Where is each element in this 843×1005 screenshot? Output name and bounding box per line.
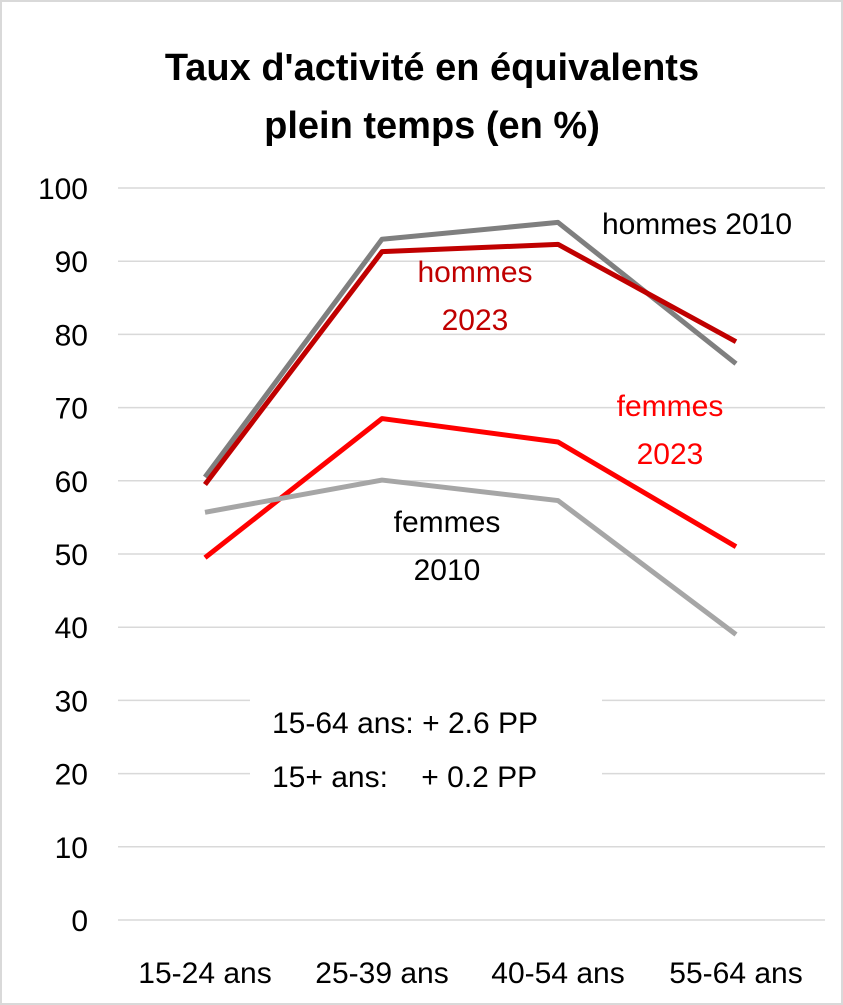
series-label: hommes 2010 bbox=[602, 208, 792, 241]
chart-title: Taux d'activité en équivalents plein temp… bbox=[165, 47, 699, 147]
y-tick-label: 70 bbox=[55, 393, 88, 426]
y-tick-label: 10 bbox=[55, 832, 88, 865]
y-tick-label: 100 bbox=[38, 173, 88, 206]
annotation-box bbox=[250, 690, 602, 812]
y-tick-label: 0 bbox=[71, 905, 88, 938]
annotation: 15-64 ans: + 2.6 PP bbox=[272, 707, 538, 740]
series-line bbox=[203, 416, 738, 560]
y-tick-label: 90 bbox=[55, 246, 88, 279]
y-tick-label: 20 bbox=[55, 759, 88, 792]
series-label: femmes 2010 bbox=[394, 506, 501, 587]
y-tick-label: 80 bbox=[55, 319, 88, 352]
series-line bbox=[203, 241, 738, 486]
y-tick-label: 30 bbox=[55, 685, 88, 718]
series-label: hommes 2023 bbox=[417, 256, 532, 337]
series-label: femmes 2023 bbox=[617, 390, 724, 471]
annotation: 15+ ans: + 0.2 PP bbox=[272, 761, 537, 794]
y-tick-label: 40 bbox=[55, 612, 88, 645]
y-tick-label: 50 bbox=[55, 539, 88, 572]
series-line bbox=[204, 477, 738, 637]
x-tick-label: 15-24 ans bbox=[138, 957, 271, 990]
x-tick-label: 40-54 ans bbox=[491, 957, 624, 990]
x-tick-label: 55-64 ans bbox=[669, 957, 802, 990]
x-tick-label: 25-39 ans bbox=[315, 957, 448, 990]
y-tick-label: 60 bbox=[55, 466, 88, 499]
